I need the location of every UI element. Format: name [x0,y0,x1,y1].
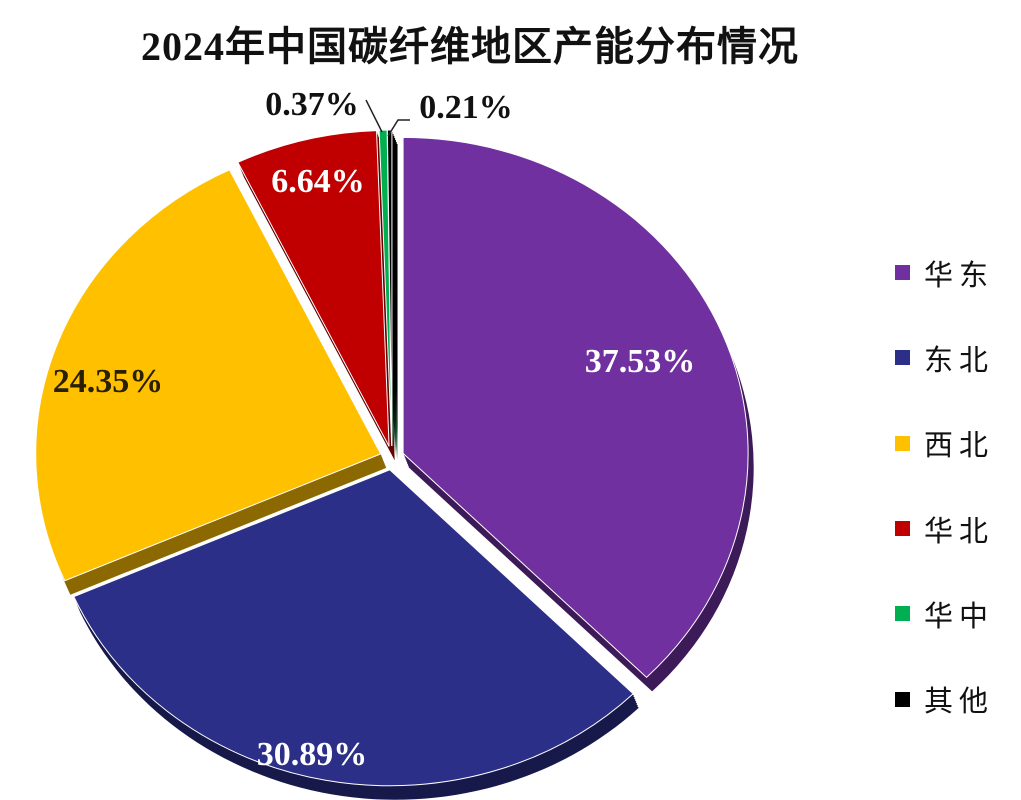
leader-line [365,99,383,133]
legend-label: 西北 [924,428,995,463]
legend-item-华北: 华北 [895,486,994,571]
data-label-华东: 37.53% [585,343,696,380]
legend-item-华东: 华东 [895,230,994,315]
legend-item-华中: 华中 [895,571,994,656]
legend-label: 华中 [924,598,995,633]
pie-slice-华北[interactable] [237,130,390,447]
legend-swatch [895,265,910,281]
data-label-华中: 0.37% [265,86,359,123]
legend-item-其他: 其他 [895,656,994,741]
data-label-西北: 24.35% [53,363,164,400]
legend-swatch [895,606,910,622]
legend-swatch [895,350,910,366]
legend-label: 东北 [924,342,995,377]
pie-slice-东北[interactable] [73,469,634,787]
legend-label: 其他 [924,684,995,719]
legend-item-西北: 西北 [895,401,994,486]
legend-label: 华北 [924,513,995,548]
legend-item-东北: 东北 [895,315,994,400]
legend-swatch [895,521,910,537]
legend-swatch [895,691,910,707]
legend: 华东东北西北华北华中其他 [895,230,994,742]
pie-slice-华东[interactable] [402,136,749,679]
legend-label: 华东 [924,257,995,292]
legend-swatch [895,435,910,451]
data-label-华北: 6.64% [271,163,365,200]
chart-title: 2024年中国碳纤维地区产能分布情况 [141,24,799,69]
data-label-其他: 0.21% [419,89,513,126]
leader-line [387,119,410,137]
data-label-东北: 30.89% [257,736,368,773]
pie-slice-西北[interactable] [35,169,382,582]
